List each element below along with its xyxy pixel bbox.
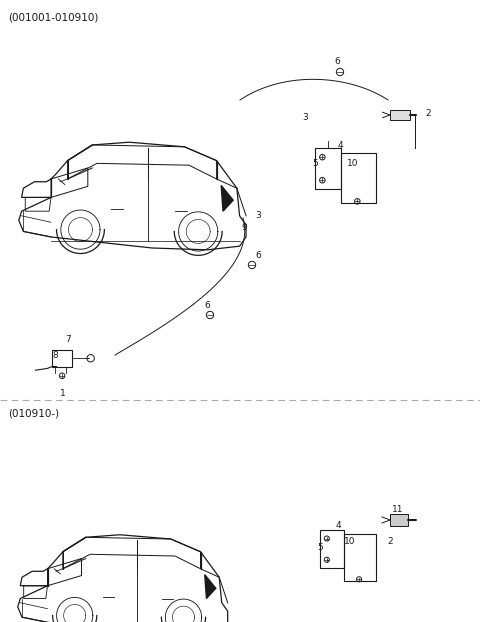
Bar: [320, 530, 344, 569]
Bar: [390, 110, 410, 119]
Polygon shape: [205, 575, 216, 598]
Text: 5: 5: [312, 159, 318, 167]
Bar: [52, 350, 72, 366]
Text: 4: 4: [337, 141, 343, 149]
Polygon shape: [221, 185, 233, 211]
Text: 3: 3: [255, 211, 261, 221]
Text: 2: 2: [425, 108, 431, 118]
Text: 9: 9: [241, 223, 247, 231]
Bar: [390, 514, 408, 526]
Bar: [344, 534, 376, 581]
Text: 10: 10: [347, 159, 359, 167]
Text: 2: 2: [387, 537, 393, 547]
Text: 1: 1: [60, 389, 66, 397]
Text: 6: 6: [255, 251, 261, 259]
Text: 6: 6: [204, 300, 210, 310]
Bar: [341, 152, 376, 203]
Text: (010910-): (010910-): [8, 408, 59, 418]
Text: 6: 6: [334, 57, 340, 67]
Text: 7: 7: [65, 335, 71, 345]
Text: (001001-010910): (001001-010910): [8, 12, 98, 22]
Text: 11: 11: [392, 506, 404, 514]
Text: 5: 5: [317, 544, 323, 552]
Text: 3: 3: [302, 113, 308, 123]
Text: 4: 4: [335, 521, 341, 531]
Bar: [315, 148, 341, 190]
Text: 8: 8: [52, 351, 58, 360]
Text: 10: 10: [344, 537, 356, 547]
